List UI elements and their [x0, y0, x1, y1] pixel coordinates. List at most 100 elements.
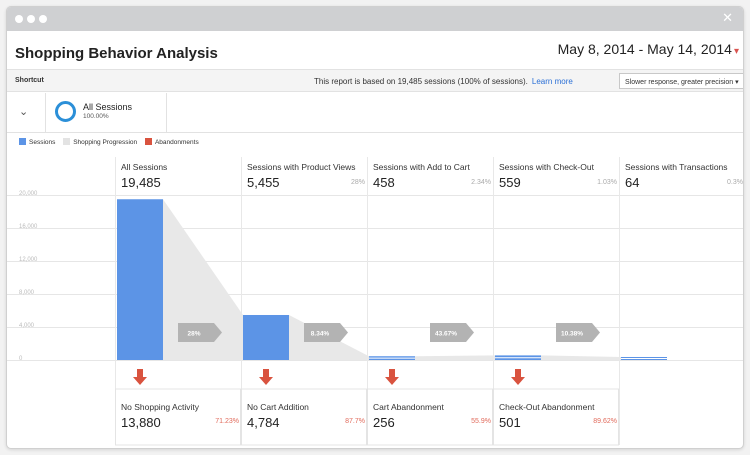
- progression-rate-label: 10.38%: [561, 331, 583, 338]
- abandonment-arrow-icon: [511, 377, 525, 385]
- close-icon[interactable]: ✕: [722, 11, 733, 26]
- progression-arrow: [430, 323, 474, 342]
- column-divider: [493, 157, 494, 445]
- chart-legend: Sessions Shopping Progression Abandonmen…: [19, 138, 205, 146]
- session-bar: [243, 314, 289, 360]
- abandonment-box[interactable]: Cart Abandonment 256 55.9%: [373, 402, 491, 430]
- legend-swatch: [19, 138, 26, 145]
- stage-name: Sessions with Check-Out: [499, 162, 594, 172]
- window-titlebar: ✕: [7, 7, 743, 31]
- session-bar: [117, 199, 163, 360]
- legend-swatch: [63, 138, 71, 145]
- y-tick-label: 8,000: [19, 290, 35, 296]
- stage-value: 19,485: [121, 175, 161, 190]
- abandonment-rate: 89.62%: [593, 418, 617, 425]
- precision-select[interactable]: Slower response, greater precision ▾: [619, 73, 743, 89]
- gridline: [7, 195, 743, 196]
- abandonment-box-border: [115, 388, 241, 446]
- learn-more-link[interactable]: Learn more: [531, 77, 573, 86]
- abandonment-box[interactable]: No Shopping Activity 13,880 71.23%: [121, 402, 239, 430]
- stage-header[interactable]: Sessions with Transactions 64 0.3%: [625, 162, 743, 190]
- progression-area: [415, 355, 495, 360]
- segment-name[interactable]: All Sessions: [83, 102, 133, 112]
- stage-name: All Sessions: [121, 162, 168, 172]
- abandonment-rate: 71.23%: [215, 418, 239, 425]
- column-divider: [367, 157, 368, 445]
- column-divider: [619, 157, 620, 445]
- abandonment-box[interactable]: Check-Out Abandonment 501 89.62%: [499, 402, 617, 430]
- abandonment-box[interactable]: No Cart Addition 4,784 87.7%: [247, 402, 365, 430]
- stage-value: 64: [625, 175, 640, 190]
- legend-item-sessions: Sessions: [19, 138, 55, 146]
- stage-header[interactable]: All Sessions 19,485: [121, 162, 239, 190]
- funnel-chart: 28% 8.34% 43.67% 10.38%: [115, 199, 667, 446]
- segment-percent: 100.00%: [83, 113, 109, 120]
- progression-arrow: [304, 323, 348, 342]
- abandonment-rate: 55.9%: [471, 418, 491, 425]
- abandonment-value: 4,784: [247, 415, 280, 430]
- y-tick-label: 20,000: [19, 191, 38, 197]
- shortcut-link[interactable]: Shortcut: [15, 77, 44, 84]
- abandonment-arrow-icon: [389, 369, 395, 377]
- progression-arrow: [178, 323, 222, 342]
- chevron-down-icon: ▾: [735, 79, 739, 86]
- gridline: [7, 294, 743, 295]
- progression-area: [163, 199, 243, 360]
- gridline: [7, 360, 743, 361]
- page-title: Shopping Behavior Analysis: [15, 45, 218, 62]
- abandonment-rate: 87.7%: [345, 418, 365, 425]
- abandonment-arrow-icon: [263, 369, 269, 377]
- stage-name: Sessions with Add to Cart: [373, 162, 470, 172]
- progression-area: [541, 355, 621, 360]
- report-window: ✕ Shopping Behavior Analysis May 8, 2014…: [6, 6, 744, 449]
- precision-select-value: Slower response, greater precision: [625, 79, 734, 86]
- chevron-down-icon[interactable]: ⌄: [19, 105, 29, 118]
- column-divider: [115, 157, 116, 445]
- abandonment-arrow-icon: [515, 369, 521, 377]
- progression-rate-label: 8.34%: [311, 331, 330, 338]
- report-info: This report is based on 19,485 sessions …: [314, 77, 573, 86]
- stage-header[interactable]: Sessions with Product Views 5,455 28%: [247, 162, 365, 190]
- stage-name: Sessions with Transactions: [625, 162, 728, 172]
- abandonment-value: 501: [499, 415, 521, 430]
- progression-rate-label: 28%: [187, 331, 200, 338]
- stage-rate: 2.34%: [471, 179, 491, 186]
- abandonment-name: Cart Abandonment: [373, 402, 444, 412]
- column-divider: [241, 157, 242, 445]
- legend-label: Shopping Progression: [73, 139, 138, 146]
- divider: [166, 93, 167, 133]
- stage-header[interactable]: Sessions with Add to Cart 458 2.34%: [373, 162, 491, 190]
- gridline: [7, 228, 743, 229]
- report-subbar: Shortcut This report is based on 19,485 …: [7, 69, 743, 92]
- stage-rate: 0.3%: [727, 179, 743, 186]
- y-tick-label: 4,000: [19, 323, 35, 329]
- divider: [45, 93, 46, 133]
- segment-donut-icon: [55, 101, 76, 122]
- stage-rate: 28%: [350, 179, 365, 186]
- progression-rate-label: 43.67%: [435, 331, 457, 338]
- date-range-label: May 8, 2014 - May 14, 2014: [557, 41, 732, 57]
- stage-value: 458: [373, 175, 395, 190]
- window-dot-icon[interactable]: [15, 15, 23, 23]
- y-tick-label: 16,000: [19, 224, 38, 230]
- legend-item-abandonments: Abandonments: [144, 138, 199, 146]
- abandonment-value: 256: [373, 415, 395, 430]
- abandonment-box-border: [367, 388, 493, 446]
- abandonment-value: 13,880: [121, 415, 161, 430]
- stage-header[interactable]: Sessions with Check-Out 559 1.03%: [499, 162, 617, 190]
- abandonment-name: No Cart Addition: [247, 402, 309, 412]
- progression-arrow: [556, 323, 600, 342]
- gridline: [7, 261, 743, 262]
- segment-bar: ⌄ All Sessions 100.00%: [7, 93, 743, 133]
- abandonment-box-border: [241, 388, 367, 446]
- legend-label: Sessions: [29, 139, 56, 146]
- window-dot-icon[interactable]: [39, 15, 47, 23]
- date-range-picker[interactable]: May 8, 2014 - May 14, 2014 ▾: [558, 41, 739, 57]
- abandonment-arrow-icon: [133, 377, 147, 385]
- stage-name: Sessions with Product Views: [247, 162, 356, 172]
- y-tick-label: 12,000: [19, 257, 38, 263]
- legend-item-progression: Shopping Progression: [63, 138, 137, 146]
- abandonment-box-border: [493, 388, 619, 446]
- window-dot-icon[interactable]: [27, 15, 35, 23]
- y-tick-label: 0: [19, 356, 23, 362]
